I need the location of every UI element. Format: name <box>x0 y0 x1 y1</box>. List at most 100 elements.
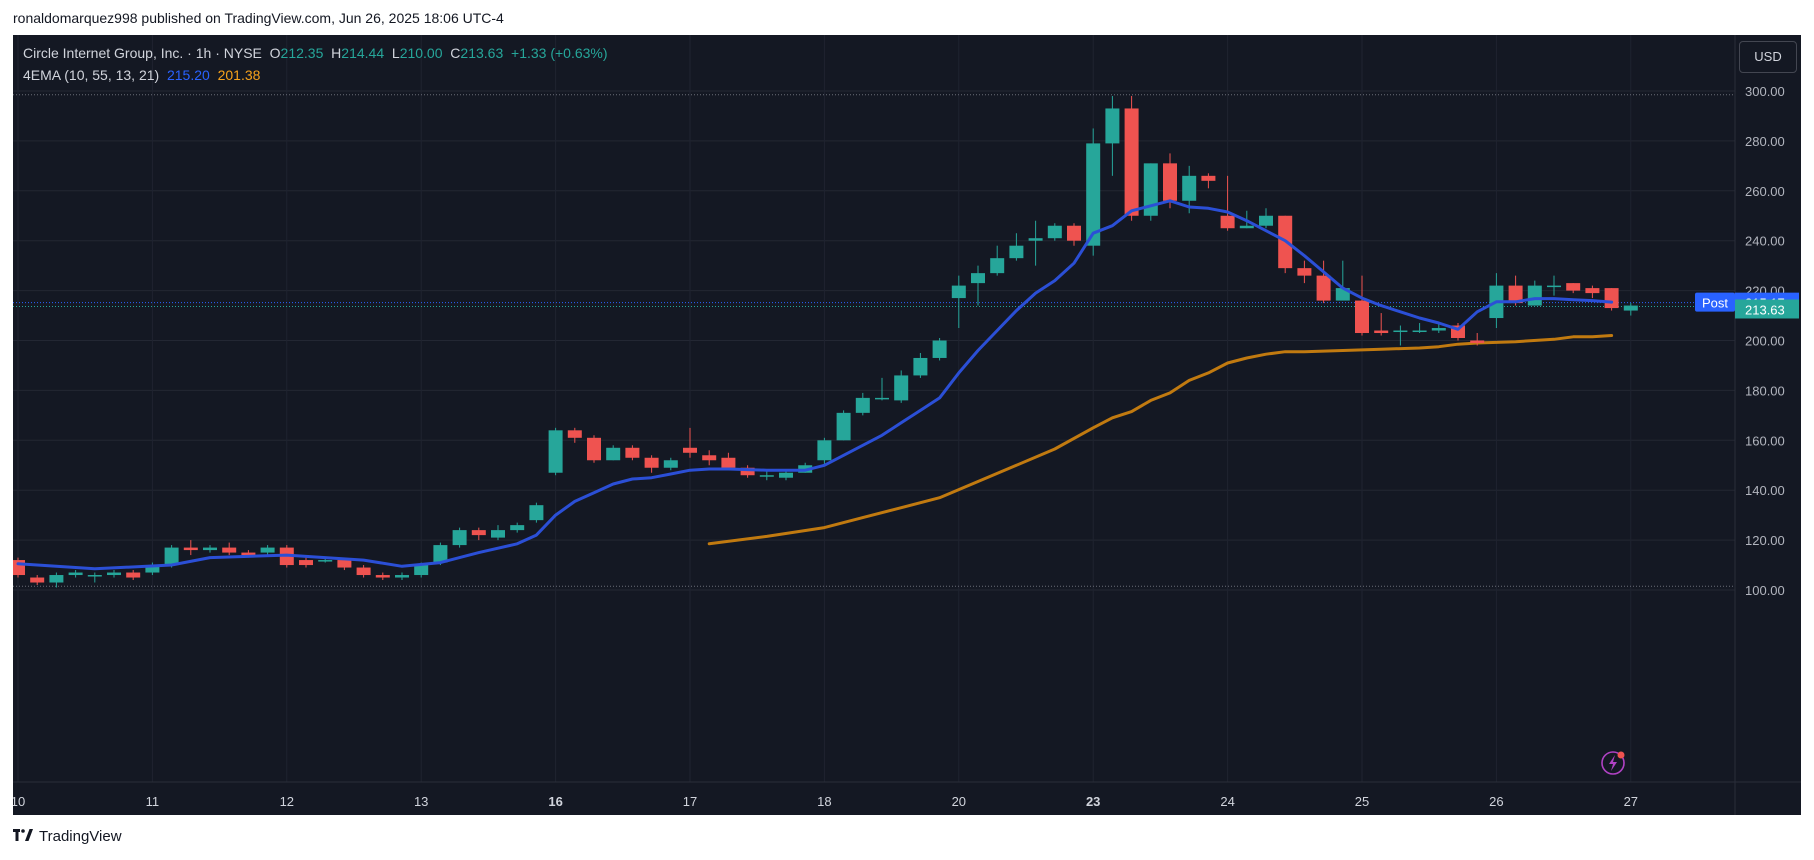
indicator-legend[interactable]: 4EMA (10, 55, 13, 21) 215.20 201.38 <box>23 67 260 83</box>
candle <box>452 530 467 546</box>
candle <box>567 430 582 438</box>
chart-panel[interactable]: 100.00 120.00 140.00 160.00 180.00 200.00 220.… <box>13 35 1801 815</box>
low-value: 210.00 <box>399 45 443 61</box>
y-tick-label: 100.00 <box>1745 583 1785 598</box>
x-tick-label: 17 <box>683 794 697 809</box>
candle <box>145 565 160 573</box>
candle <box>68 572 83 576</box>
candle <box>1412 330 1427 333</box>
y-tick-label: 260.00 <box>1745 184 1785 199</box>
candle <box>702 455 717 461</box>
x-tick-label: 12 <box>280 794 294 809</box>
candle <box>913 357 928 376</box>
candle <box>1086 143 1101 246</box>
candle <box>529 505 544 521</box>
symbol-name[interactable]: Circle Internet Group, Inc. · 1h · NYSE <box>23 45 262 61</box>
candle <box>932 340 947 358</box>
candle <box>1105 108 1120 144</box>
candle <box>107 572 121 576</box>
candle <box>49 575 64 583</box>
candle <box>1527 285 1542 306</box>
candle <box>683 447 697 453</box>
candle <box>1623 305 1638 311</box>
candle <box>471 530 486 536</box>
post-tag <box>1695 292 1735 312</box>
candle <box>414 565 429 576</box>
candle <box>1508 285 1523 304</box>
close-value: 213.63 <box>460 45 504 61</box>
candle <box>779 472 793 478</box>
candle <box>1297 268 1312 276</box>
candle <box>1566 283 1581 291</box>
x-tick-label: 24 <box>1220 794 1234 809</box>
candle <box>1201 175 1216 181</box>
last-price-value: 213.63 <box>1745 302 1785 317</box>
candle <box>1259 215 1273 226</box>
ema-fast-line <box>16 199 1614 571</box>
ema-slow-line <box>707 334 1614 546</box>
candle <box>1355 300 1369 334</box>
y-tick-label: 160.00 <box>1745 433 1785 448</box>
candle <box>663 460 678 468</box>
open-label: O <box>269 45 281 61</box>
post-tag-label: Post <box>1702 296 1728 311</box>
y-tick-label: 120.00 <box>1745 533 1785 548</box>
change-value: +1.33 (+0.63%) <box>511 45 608 61</box>
candle <box>740 467 755 476</box>
y-tick-label: 300.00 <box>1745 84 1785 99</box>
candle <box>721 457 736 468</box>
attribution: ronaldomarquez998 published on TradingVi… <box>13 10 504 26</box>
low-label: L <box>391 45 400 61</box>
y-tick-label: 240.00 <box>1745 234 1785 249</box>
candle <box>1067 225 1081 241</box>
candle <box>1604 288 1619 309</box>
open-value: 212.35 <box>280 45 324 61</box>
candle <box>875 397 889 400</box>
footer-brand[interactable]: TradingView <box>13 828 122 845</box>
candle <box>1124 108 1139 216</box>
candle <box>1028 238 1043 241</box>
lightning-icon[interactable] <box>1601 751 1625 775</box>
candle <box>990 258 1005 274</box>
price-chart[interactable]: 100.00120.00140.00160.00180.00200.00220.… <box>13 35 1801 815</box>
candle <box>971 273 985 284</box>
x-tick-label: 27 <box>1624 794 1638 809</box>
x-tick-label: 20 <box>952 794 966 809</box>
candle <box>587 437 601 461</box>
ema-fast-value: 215.20 <box>166 67 210 83</box>
candle <box>759 475 774 477</box>
x-tick-label: 23 <box>1086 794 1100 809</box>
symbol-legend: Circle Internet Group, Inc. · 1h · NYSE … <box>23 45 608 61</box>
candle <box>1239 225 1254 229</box>
tradingview-logo-icon <box>13 828 33 845</box>
candle <box>1316 275 1331 301</box>
candle <box>1047 225 1062 239</box>
currency-button[interactable]: USD <box>1739 41 1797 73</box>
footer-brand-name: TradingView <box>39 828 122 845</box>
candle <box>13 560 25 576</box>
candle <box>1143 163 1158 216</box>
candle <box>548 430 563 473</box>
indicator-name: 4EMA (10, 55, 13, 21) <box>23 67 160 83</box>
candle <box>836 412 851 441</box>
y-tick-label: 200.00 <box>1745 334 1785 349</box>
candle <box>433 545 448 563</box>
x-tick-label: 13 <box>414 794 428 809</box>
candle <box>299 560 313 566</box>
candle <box>1431 328 1446 331</box>
candle <box>126 572 141 578</box>
y-tick-label: 180.00 <box>1745 383 1785 398</box>
candle <box>1182 175 1197 201</box>
x-tick-label: 16 <box>548 794 562 809</box>
candle <box>337 560 352 568</box>
ema-slow-value: 201.38 <box>217 67 261 83</box>
y-tick-label: 280.00 <box>1745 134 1785 149</box>
candle <box>606 447 621 461</box>
x-tick-label: 11 <box>146 794 160 809</box>
x-tick-label: 10 <box>13 794 25 809</box>
candle <box>1009 245 1024 259</box>
candle <box>491 530 505 538</box>
candle <box>951 285 966 299</box>
candle <box>817 440 832 461</box>
candle <box>644 457 659 468</box>
